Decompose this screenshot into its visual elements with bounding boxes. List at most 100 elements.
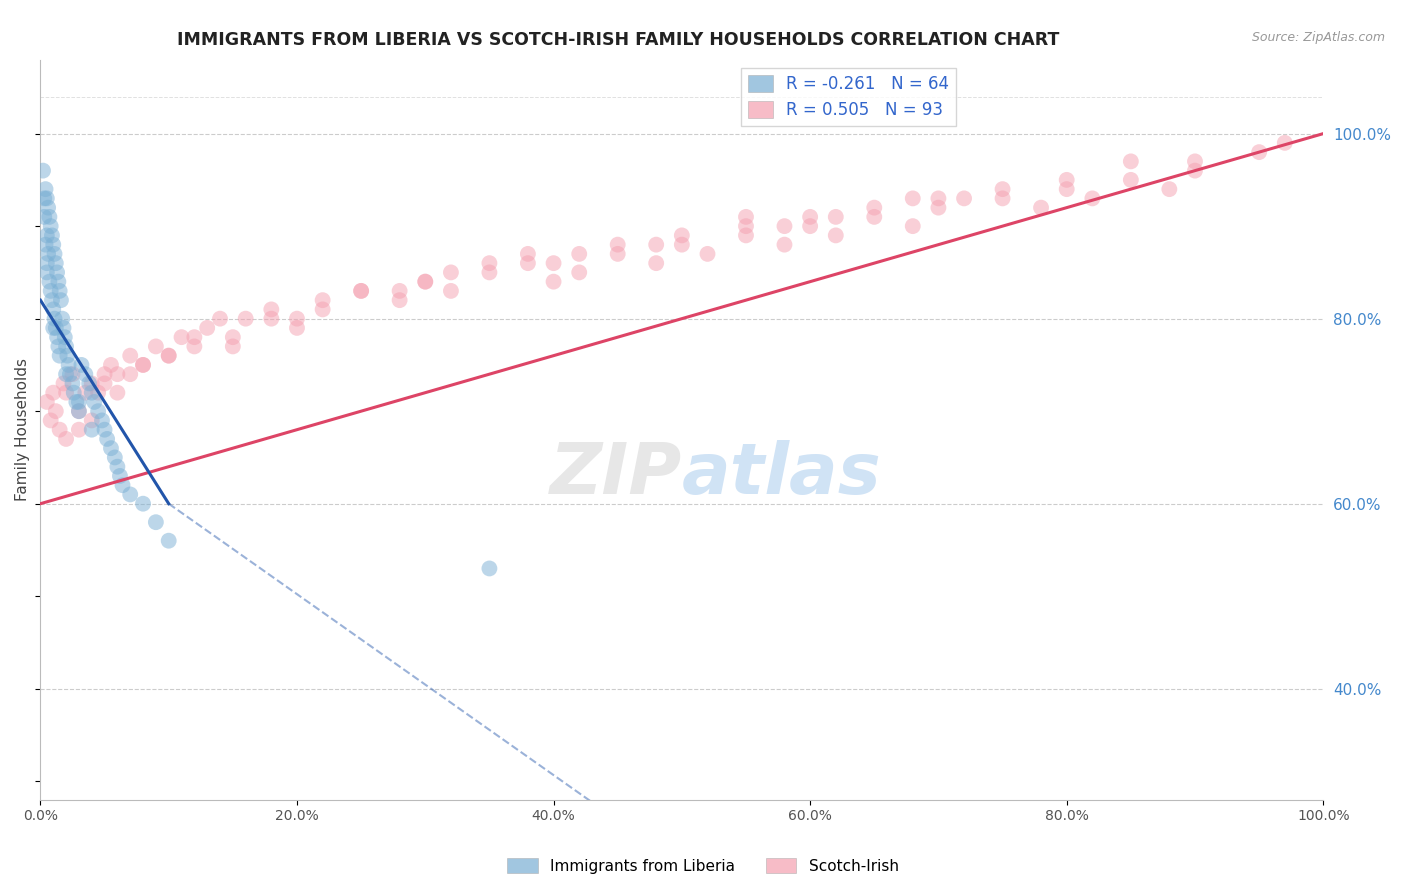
Point bbox=[606, 247, 628, 261]
Point bbox=[67, 395, 90, 409]
Point bbox=[120, 367, 142, 381]
Point bbox=[80, 423, 103, 437]
Point bbox=[543, 275, 565, 289]
Point bbox=[55, 367, 77, 381]
Point bbox=[735, 228, 758, 243]
Point bbox=[80, 376, 103, 391]
Point bbox=[183, 330, 205, 344]
Point bbox=[735, 210, 758, 224]
Point bbox=[696, 247, 718, 261]
Point bbox=[927, 191, 949, 205]
Point bbox=[67, 404, 90, 418]
Y-axis label: Family Households: Family Households bbox=[15, 359, 30, 501]
Point bbox=[671, 228, 693, 243]
Point bbox=[93, 367, 115, 381]
Point bbox=[183, 339, 205, 353]
Point bbox=[39, 219, 62, 234]
Point bbox=[1184, 163, 1206, 178]
Point bbox=[235, 311, 257, 326]
Point bbox=[48, 275, 70, 289]
Point bbox=[62, 367, 84, 381]
Point bbox=[222, 339, 245, 353]
Point bbox=[606, 237, 628, 252]
Point bbox=[34, 182, 56, 196]
Text: Source: ZipAtlas.com: Source: ZipAtlas.com bbox=[1251, 31, 1385, 45]
Point bbox=[145, 339, 167, 353]
Point bbox=[75, 367, 97, 381]
Point bbox=[41, 293, 63, 307]
Point bbox=[208, 311, 231, 326]
Point bbox=[1119, 173, 1142, 187]
Point bbox=[901, 219, 924, 234]
Point bbox=[440, 265, 463, 279]
Point bbox=[83, 395, 105, 409]
Point bbox=[42, 321, 65, 335]
Point bbox=[52, 376, 75, 391]
Point bbox=[46, 265, 69, 279]
Point bbox=[93, 376, 115, 391]
Point bbox=[105, 367, 128, 381]
Point bbox=[1029, 201, 1052, 215]
Point bbox=[195, 321, 218, 335]
Point bbox=[93, 423, 115, 437]
Point bbox=[111, 478, 134, 492]
Text: ZIP: ZIP bbox=[550, 440, 682, 508]
Point bbox=[478, 561, 501, 575]
Point bbox=[48, 423, 70, 437]
Point bbox=[645, 237, 668, 252]
Point bbox=[35, 191, 58, 205]
Point bbox=[773, 219, 796, 234]
Point bbox=[45, 321, 67, 335]
Point bbox=[132, 497, 155, 511]
Point bbox=[440, 284, 463, 298]
Point bbox=[157, 533, 180, 548]
Point bbox=[568, 265, 591, 279]
Point bbox=[100, 441, 122, 455]
Point bbox=[87, 404, 110, 418]
Point bbox=[38, 210, 60, 224]
Point bbox=[350, 284, 373, 298]
Point bbox=[75, 385, 97, 400]
Point bbox=[388, 284, 411, 298]
Point bbox=[953, 191, 976, 205]
Point bbox=[1081, 191, 1104, 205]
Legend: R = -0.261   N = 64, R = 0.505   N = 93: R = -0.261 N = 64, R = 0.505 N = 93 bbox=[741, 68, 956, 126]
Point bbox=[773, 237, 796, 252]
Point bbox=[67, 423, 90, 437]
Point bbox=[735, 219, 758, 234]
Point bbox=[45, 404, 67, 418]
Point bbox=[105, 385, 128, 400]
Point bbox=[543, 256, 565, 270]
Point bbox=[62, 385, 84, 400]
Point bbox=[35, 256, 58, 270]
Point bbox=[863, 201, 886, 215]
Point bbox=[58, 358, 80, 372]
Point bbox=[32, 210, 55, 224]
Point bbox=[863, 210, 886, 224]
Point bbox=[35, 395, 58, 409]
Point bbox=[132, 358, 155, 372]
Point bbox=[34, 237, 56, 252]
Text: atlas: atlas bbox=[682, 440, 882, 508]
Point bbox=[170, 330, 193, 344]
Point bbox=[67, 404, 90, 418]
Point bbox=[120, 487, 142, 501]
Point bbox=[52, 321, 75, 335]
Point bbox=[927, 201, 949, 215]
Point bbox=[87, 385, 110, 400]
Point bbox=[32, 191, 55, 205]
Point bbox=[311, 293, 333, 307]
Point bbox=[991, 191, 1014, 205]
Point bbox=[157, 349, 180, 363]
Point bbox=[824, 228, 846, 243]
Point bbox=[38, 275, 60, 289]
Point bbox=[1184, 154, 1206, 169]
Point bbox=[108, 469, 131, 483]
Point bbox=[35, 228, 58, 243]
Point bbox=[42, 385, 65, 400]
Point bbox=[46, 330, 69, 344]
Point bbox=[37, 201, 59, 215]
Point bbox=[42, 302, 65, 317]
Point bbox=[45, 256, 67, 270]
Point bbox=[39, 284, 62, 298]
